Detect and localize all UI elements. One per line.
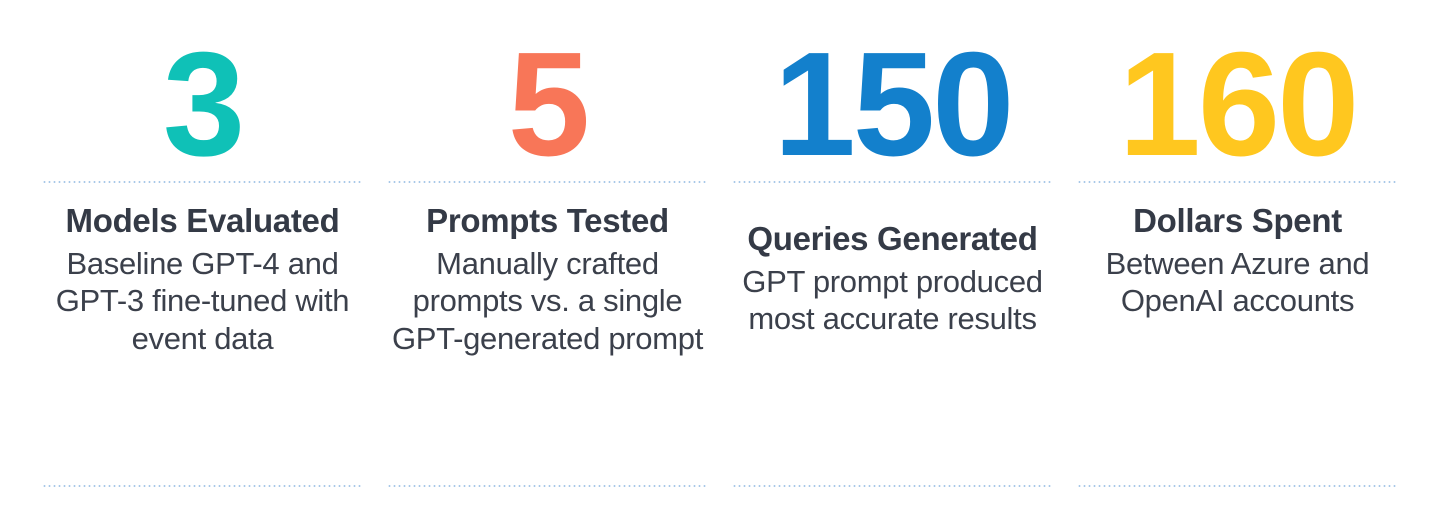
dotted-divider-top xyxy=(42,181,363,183)
stat-heading-dollars-spent: Dollars Spent xyxy=(1133,202,1342,239)
dotted-divider-bottom xyxy=(732,485,1053,487)
stat-value-container: 5 xyxy=(387,0,708,187)
stat-value-container: 160 xyxy=(1077,0,1398,187)
stat-heading-models-evaluated: Models Evaluated xyxy=(65,202,340,239)
dotted-divider-top xyxy=(1077,181,1398,183)
stat-value-container: 3 xyxy=(42,0,363,187)
stat-heading-prompts-tested: Prompts Tested xyxy=(426,202,669,239)
stat-body-dollars-spent: Between Azure and OpenAI accounts xyxy=(1105,246,1370,319)
dotted-divider-bottom xyxy=(1077,485,1398,487)
stat-card-prompts-tested: 5 Prompts Tested Manually crafted prompt… xyxy=(375,0,720,506)
dotted-divider-bottom xyxy=(387,485,708,487)
stat-card-dollars-spent: 160 Dollars Spent Between Azure and Open… xyxy=(1065,0,1410,506)
stat-value-160: 160 xyxy=(1118,21,1360,187)
stat-value-5: 5 xyxy=(507,21,590,187)
stat-body-queries-generated: GPT prompt produced most accurate result… xyxy=(742,264,1043,337)
stat-text-block: Prompts Tested Manually crafted prompts … xyxy=(387,183,708,357)
stat-text-block: Models Evaluated Baseline GPT-4 and GPT-… xyxy=(42,183,363,357)
stat-body-prompts-tested: Manually crafted prompts vs. a single GP… xyxy=(391,246,704,356)
stat-text-block: Queries Generated GPT prompt produced mo… xyxy=(732,183,1053,338)
stat-value-container: 150 xyxy=(732,0,1053,187)
stat-card-queries-generated: 150 Queries Generated GPT prompt produce… xyxy=(720,0,1065,506)
dotted-divider-top xyxy=(732,181,1053,183)
stat-value-3: 3 xyxy=(162,21,245,187)
stat-body-models-evaluated: Baseline GPT-4 and GPT-3 fine-tuned with… xyxy=(55,246,350,356)
stat-card-models-evaluated: 3 Models Evaluated Baseline GPT-4 and GP… xyxy=(30,0,375,506)
stat-text-block: Dollars Spent Between Azure and OpenAI a… xyxy=(1077,183,1398,320)
stat-heading-queries-generated: Queries Generated xyxy=(747,220,1038,257)
dotted-divider-bottom xyxy=(42,485,363,487)
dotted-divider-top xyxy=(387,181,708,183)
stat-value-150: 150 xyxy=(773,21,1015,187)
